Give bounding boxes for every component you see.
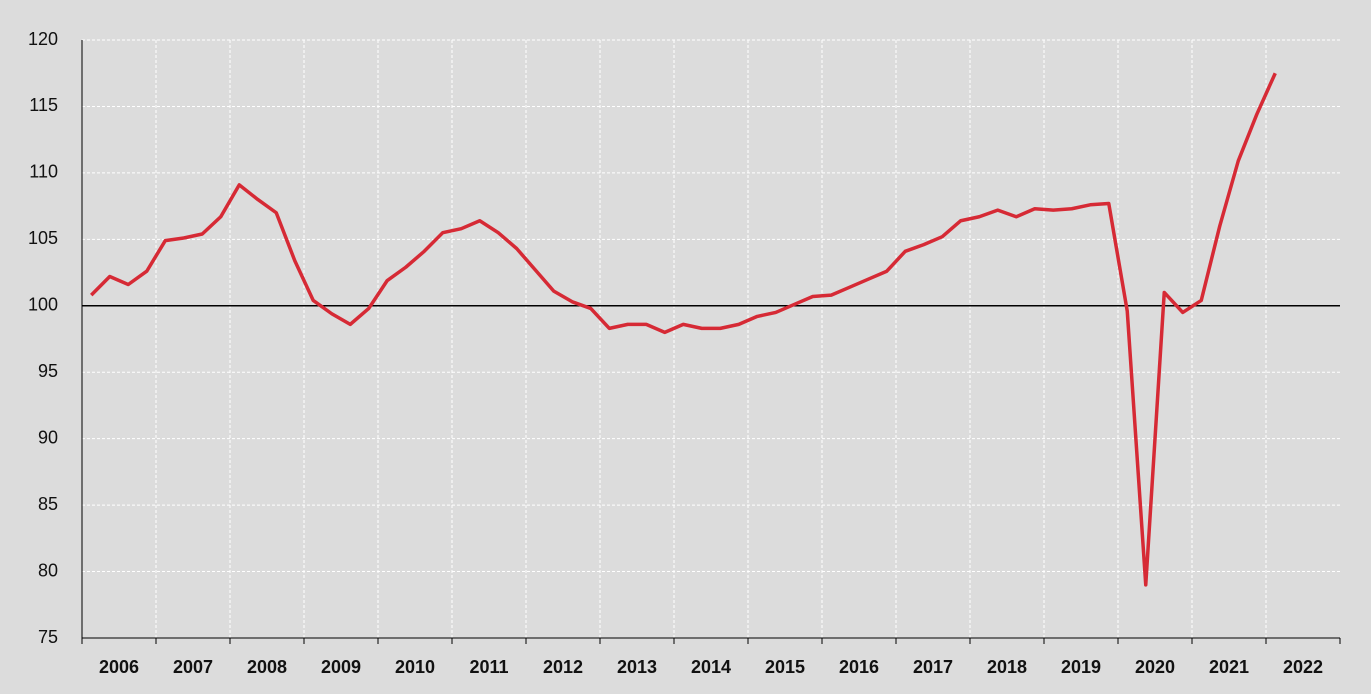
- y-tick-label: 85: [38, 494, 58, 514]
- y-tick-label: 80: [38, 560, 58, 580]
- y-tick-label: 120: [28, 29, 58, 49]
- x-tick-label: 2013: [617, 657, 657, 677]
- x-tick-label: 2017: [913, 657, 953, 677]
- x-tick-label: 2020: [1135, 657, 1175, 677]
- x-tick-label: 2018: [987, 657, 1027, 677]
- y-tick-label: 90: [38, 427, 58, 447]
- line-series: [90, 72, 1277, 587]
- x-tick-label: 2022: [1283, 657, 1323, 677]
- x-tick-label: 2010: [395, 657, 435, 677]
- x-tick-label: 2014: [691, 657, 731, 677]
- x-tick-label: 2021: [1209, 657, 1249, 677]
- y-tick-label: 110: [29, 162, 58, 182]
- x-tick-label: 2016: [839, 657, 879, 677]
- x-tick-label: 2011: [469, 657, 508, 677]
- y-tick-label: 115: [29, 95, 58, 115]
- x-tick-label: 2009: [321, 657, 361, 677]
- y-tick-label: 105: [28, 228, 58, 248]
- x-tick-label: 2008: [247, 657, 287, 677]
- y-tick-label: 75: [38, 627, 58, 647]
- x-tick-label: 2019: [1061, 657, 1101, 677]
- x-tick-label: 2015: [765, 657, 805, 677]
- x-tick-label: 2007: [173, 657, 213, 677]
- x-tick-label: 2006: [99, 657, 139, 677]
- x-tick-label: 2012: [543, 657, 583, 677]
- y-tick-label: 100: [28, 295, 58, 315]
- y-tick-label: 95: [38, 361, 58, 381]
